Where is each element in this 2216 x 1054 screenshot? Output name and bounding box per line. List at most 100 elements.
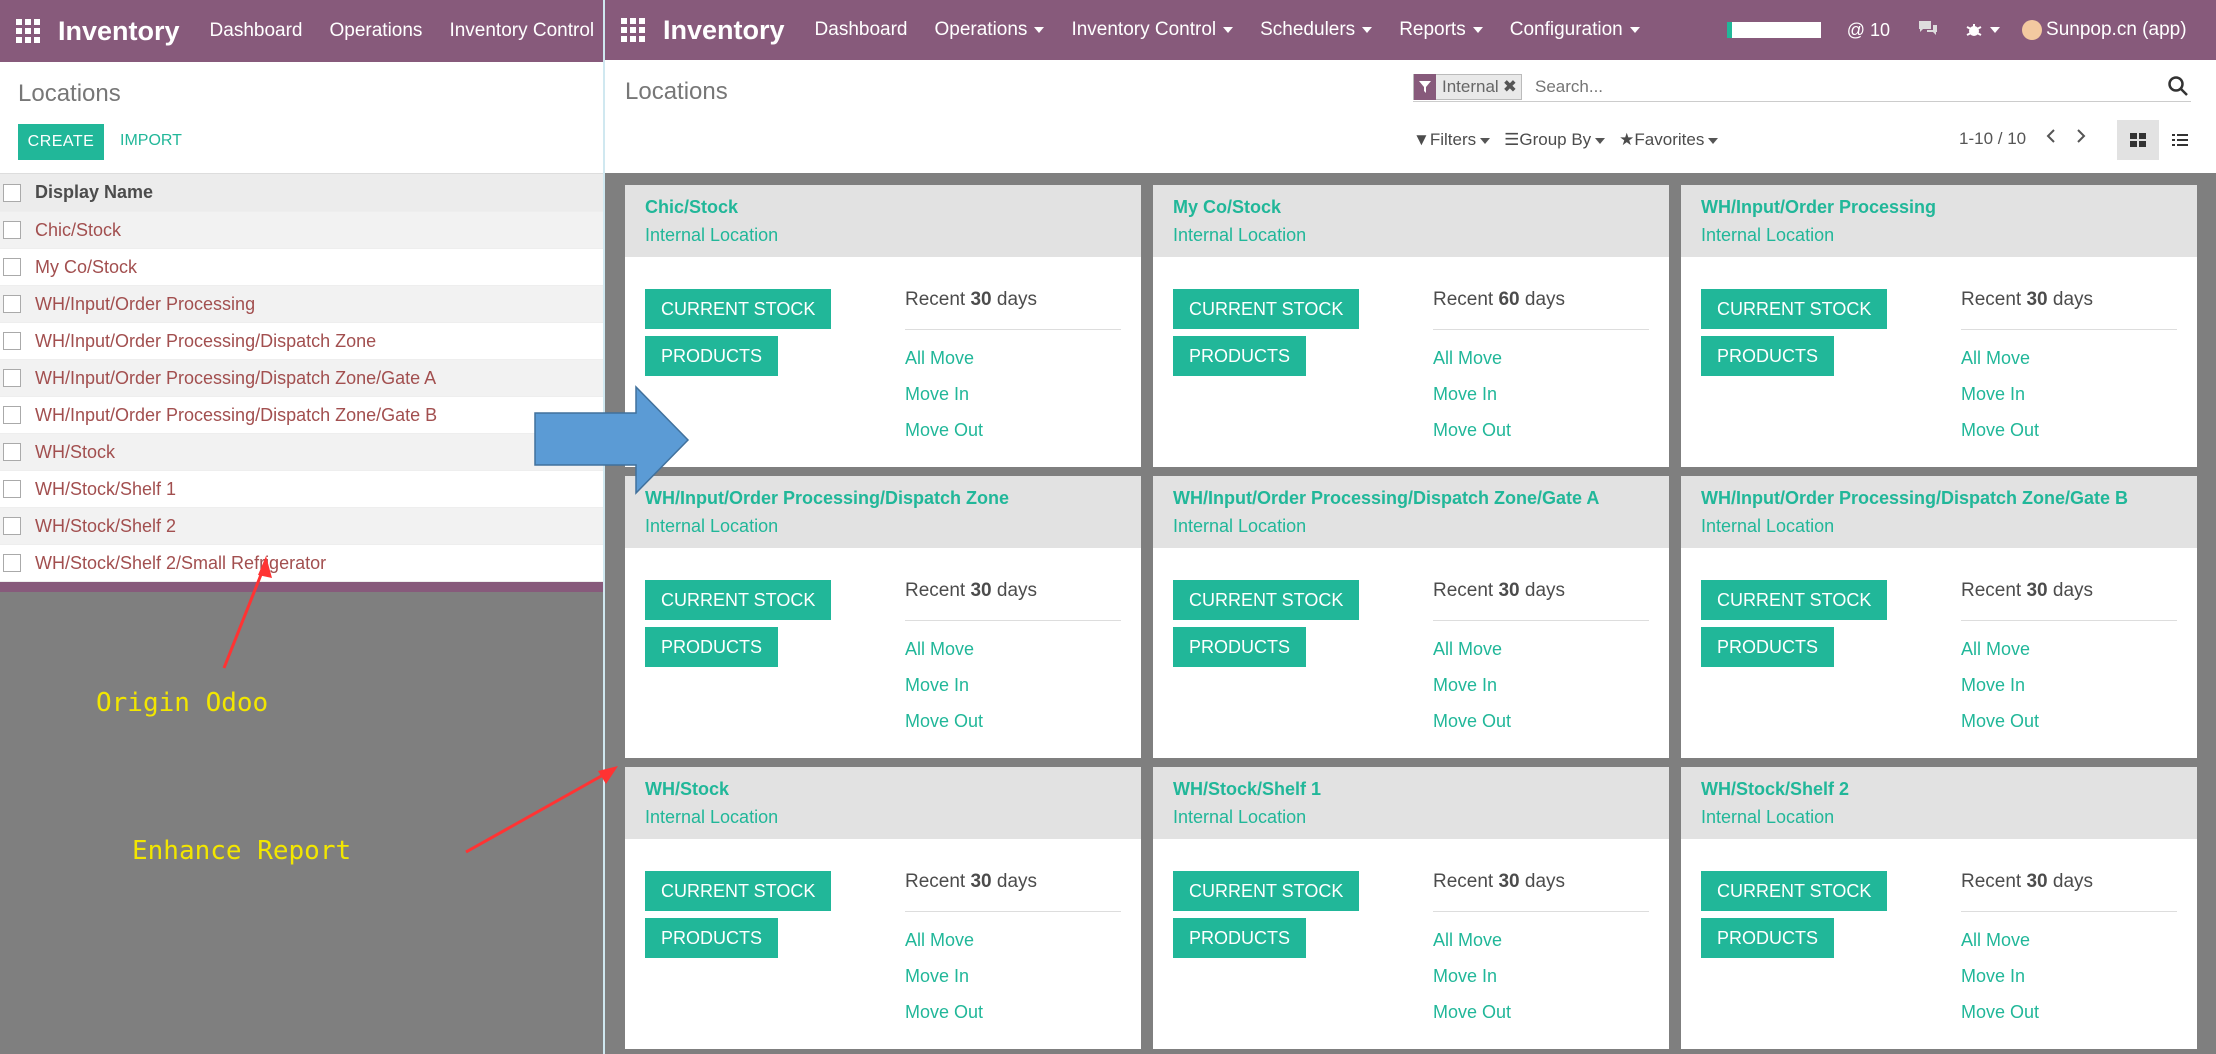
chevron-left-icon[interactable] [2046, 128, 2056, 149]
location-card[interactable]: WH/Stock/Shelf 1 Internal Location CURREN… [1153, 767, 1669, 1049]
location-card[interactable]: My Co/Stock Internal Location CURRENT STO… [1153, 185, 1669, 467]
all-move-link[interactable]: All Move [1433, 930, 1503, 950]
list-row[interactable]: WH/Input/Order Processing/Dispatch Zone [0, 323, 603, 360]
menu-schedulers[interactable]: Schedulers [1260, 19, 1373, 41]
menu-operations[interactable]: Operations [329, 20, 423, 41]
location-card[interactable]: WH/Input/Order Processing Internal Locati… [1681, 185, 2197, 467]
search-icon[interactable] [2167, 75, 2189, 102]
current-stock-button[interactable]: CURRENT STOCK [1701, 871, 1888, 911]
row-name[interactable]: Chic/Stock [35, 219, 122, 240]
all-move-link[interactable]: All Move [1961, 639, 2031, 659]
import-button[interactable]: IMPORT [120, 132, 182, 149]
move-out-link[interactable]: Move Out [1961, 1002, 2040, 1022]
products-button[interactable]: PRODUCTS [1701, 627, 1835, 667]
products-button[interactable]: PRODUCTS [1173, 627, 1307, 667]
current-stock-button[interactable]: CURRENT STOCK [645, 871, 832, 911]
products-button[interactable]: PRODUCTS [1701, 336, 1835, 376]
move-out-link[interactable]: Move Out [1433, 1002, 1512, 1022]
filters-dropdown[interactable]: ▼Filters [1413, 130, 1491, 150]
list-row[interactable]: WH/Input/Order Processing/Dispatch Zone/… [0, 397, 603, 434]
pager-value[interactable]: 1-10 / 10 [1959, 128, 2027, 148]
products-button[interactable]: PRODUCTS [645, 918, 779, 958]
move-out-link[interactable]: Move Out [905, 711, 984, 731]
list-row[interactable]: WH/Stock/Shelf 1 [0, 471, 603, 508]
list-row[interactable]: WH/Input/Order Processing/Dispatch Zone/… [0, 360, 603, 397]
row-checkbox[interactable] [3, 369, 21, 387]
row-name[interactable]: WH/Input/Order Processing [35, 293, 256, 314]
current-stock-button[interactable]: CURRENT STOCK [1701, 580, 1888, 620]
menu-dashboard[interactable]: Dashboard [814, 19, 908, 40]
current-stock-button[interactable]: CURRENT STOCK [1701, 289, 1888, 329]
row-checkbox[interactable] [3, 221, 21, 239]
move-in-link[interactable]: Move In [1433, 384, 1498, 404]
move-in-link[interactable]: Move In [1433, 966, 1498, 986]
row-name[interactable]: WH/Stock/Shelf 1 [35, 478, 177, 499]
all-move-link[interactable]: All Move [1961, 348, 2031, 368]
kanban-view-icon[interactable] [2117, 120, 2159, 160]
move-in-link[interactable]: Move In [1433, 675, 1498, 695]
group-by-dropdown[interactable]: ☰Group By [1504, 130, 1606, 150]
row-checkbox[interactable] [3, 554, 21, 572]
row-name[interactable]: WH/Stock/Shelf 2 [35, 515, 177, 536]
row-checkbox[interactable] [3, 406, 21, 424]
move-out-link[interactable]: Move Out [1961, 711, 2040, 731]
move-in-link[interactable]: Move In [905, 384, 970, 404]
apps-grid-icon[interactable] [621, 18, 645, 42]
mentions-counter[interactable]: @ 10 [1846, 19, 1891, 40]
app-brand[interactable]: Inventory [663, 14, 785, 45]
row-name[interactable]: My Co/Stock [35, 256, 138, 277]
search-input[interactable] [1533, 74, 2133, 100]
list-row[interactable]: WH/Stock/Shelf 2 [0, 508, 603, 545]
row-name[interactable]: WH/Stock [35, 441, 116, 462]
menu-dashboard[interactable]: Dashboard [209, 20, 303, 41]
products-button[interactable]: PRODUCTS [1173, 336, 1307, 376]
apps-grid-icon[interactable] [16, 19, 40, 43]
location-card[interactable]: WH/Input/Order Processing/Dispatch Zone I… [625, 476, 1141, 758]
progress-indicator[interactable] [1726, 22, 1821, 38]
search-facet[interactable]: Internal ✖ [1413, 74, 1522, 100]
select-all-checkbox[interactable] [3, 183, 21, 202]
card-title[interactable]: WH/Stock [645, 779, 730, 799]
current-stock-button[interactable]: CURRENT STOCK [1173, 871, 1360, 911]
app-brand[interactable]: Inventory [58, 15, 180, 46]
card-title[interactable]: My Co/Stock [1173, 197, 1282, 217]
move-in-link[interactable]: Move In [1961, 675, 2026, 695]
bug-icon[interactable] [1965, 21, 2001, 39]
row-checkbox[interactable] [3, 332, 21, 350]
move-out-link[interactable]: Move Out [1961, 420, 2040, 440]
move-out-link[interactable]: Move Out [905, 1002, 984, 1022]
all-move-link[interactable]: All Move [1961, 930, 2031, 950]
list-row[interactable]: WH/Stock/Shelf 2/Small Refrigerator [0, 545, 603, 582]
row-checkbox[interactable] [3, 517, 21, 535]
menu-inventory-control[interactable]: Inventory Control [449, 20, 595, 41]
move-out-link[interactable]: Move Out [1433, 711, 1512, 731]
list-row[interactable]: Chic/Stock [0, 212, 603, 249]
favorites-dropdown[interactable]: ★Favorites [1619, 130, 1719, 150]
chevron-right-icon[interactable] [2076, 128, 2086, 149]
all-move-link[interactable]: All Move [1433, 639, 1503, 659]
menu-configuration[interactable]: Configuration [1510, 19, 1640, 41]
card-title[interactable]: WH/Stock/Shelf 2 [1701, 779, 1850, 799]
all-move-link[interactable]: All Move [905, 639, 975, 659]
row-checkbox[interactable] [3, 295, 21, 313]
list-row[interactable]: My Co/Stock [0, 249, 603, 286]
products-button[interactable]: PRODUCTS [645, 336, 779, 376]
move-in-link[interactable]: Move In [905, 966, 970, 986]
menu-reports[interactable]: Reports [1399, 19, 1483, 41]
location-card[interactable]: WH/Stock Internal Location CURRENT STOCK … [625, 767, 1141, 1049]
location-card[interactable]: WH/Input/Order Processing/Dispatch Zone/… [1153, 476, 1669, 758]
list-row[interactable]: WH/Stock [0, 434, 603, 471]
row-checkbox[interactable] [3, 480, 21, 498]
user-menu[interactable]: Sunpop.cn (app) [2022, 19, 2187, 41]
all-move-link[interactable]: All Move [905, 348, 975, 368]
close-icon[interactable]: ✖ [1502, 77, 1517, 96]
card-title[interactable]: WH/Input/Order Processing [1701, 197, 1937, 217]
list-row[interactable]: WH/Input/Order Processing [0, 286, 603, 323]
move-out-link[interactable]: Move Out [1433, 420, 1512, 440]
move-in-link[interactable]: Move In [905, 675, 970, 695]
products-button[interactable]: PRODUCTS [645, 627, 779, 667]
current-stock-button[interactable]: CURRENT STOCK [645, 289, 832, 329]
location-card[interactable]: WH/Input/Order Processing/Dispatch Zone/… [1681, 476, 2197, 758]
card-title[interactable]: WH/Input/Order Processing/Dispatch Zone/… [1701, 488, 2129, 508]
row-checkbox[interactable] [3, 443, 21, 461]
